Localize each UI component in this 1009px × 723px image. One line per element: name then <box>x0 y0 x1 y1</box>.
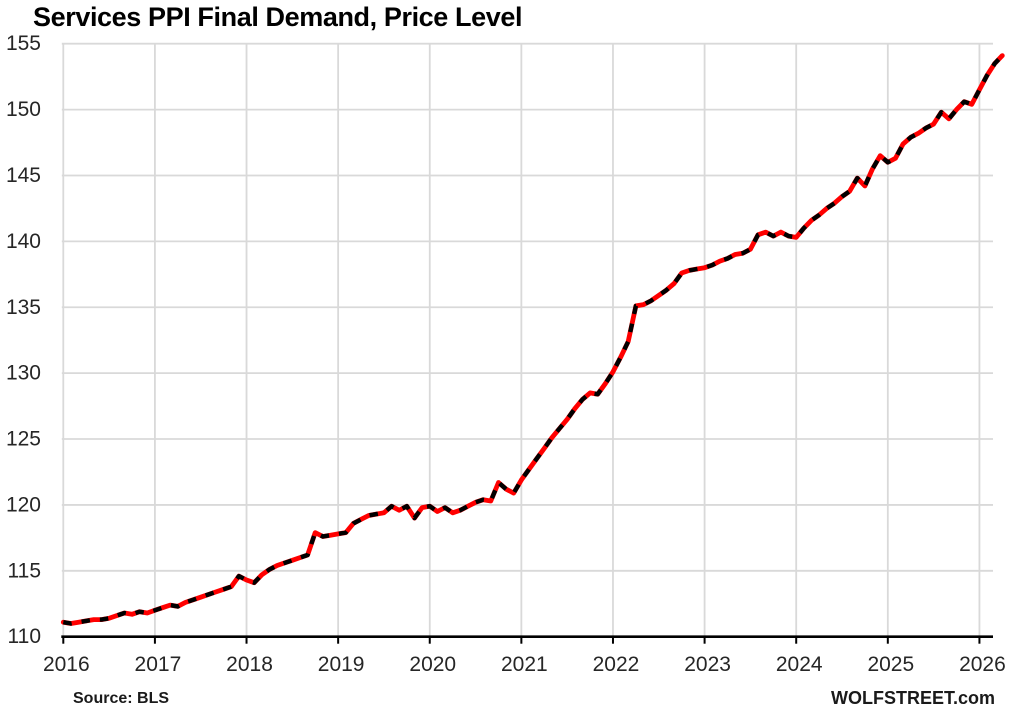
y-tick-label: 150 <box>6 98 41 121</box>
x-tick-label: 2021 <box>501 653 548 676</box>
chart-title: Services PPI Final Demand, Price Level <box>33 2 523 32</box>
y-tick-label: 115 <box>8 559 41 582</box>
y-tick-label: 125 <box>6 428 41 451</box>
x-tick-label: 2017 <box>135 653 182 676</box>
x-tick-label: 2024 <box>776 653 823 676</box>
y-tick-label: 135 <box>6 296 41 319</box>
y-tick-label: 155 <box>6 32 41 55</box>
x-tick-label: 2016 <box>43 653 90 676</box>
source-note: Source: BLS <box>73 690 170 707</box>
y-tick-label: 110 <box>8 625 41 648</box>
x-tick-label: 2022 <box>593 653 640 676</box>
y-tick-label: 145 <box>6 164 41 187</box>
x-tick-label: 2025 <box>867 653 914 676</box>
y-tick-label: 130 <box>6 362 41 385</box>
x-tick-label: 2026 <box>959 653 1006 676</box>
x-tick-label: 2023 <box>684 653 731 676</box>
y-tick-label: 140 <box>6 230 41 253</box>
brand-logo-text: WOLFSTREET.com <box>830 688 995 708</box>
x-tick-label: 2018 <box>226 653 273 676</box>
ppi-series-dash-overlay <box>62 54 1004 626</box>
y-tick-label: 120 <box>6 493 41 516</box>
x-tick-label: 2019 <box>318 653 365 676</box>
ppi-series-line <box>60 53 1005 626</box>
x-tick-label: 2020 <box>409 653 456 676</box>
